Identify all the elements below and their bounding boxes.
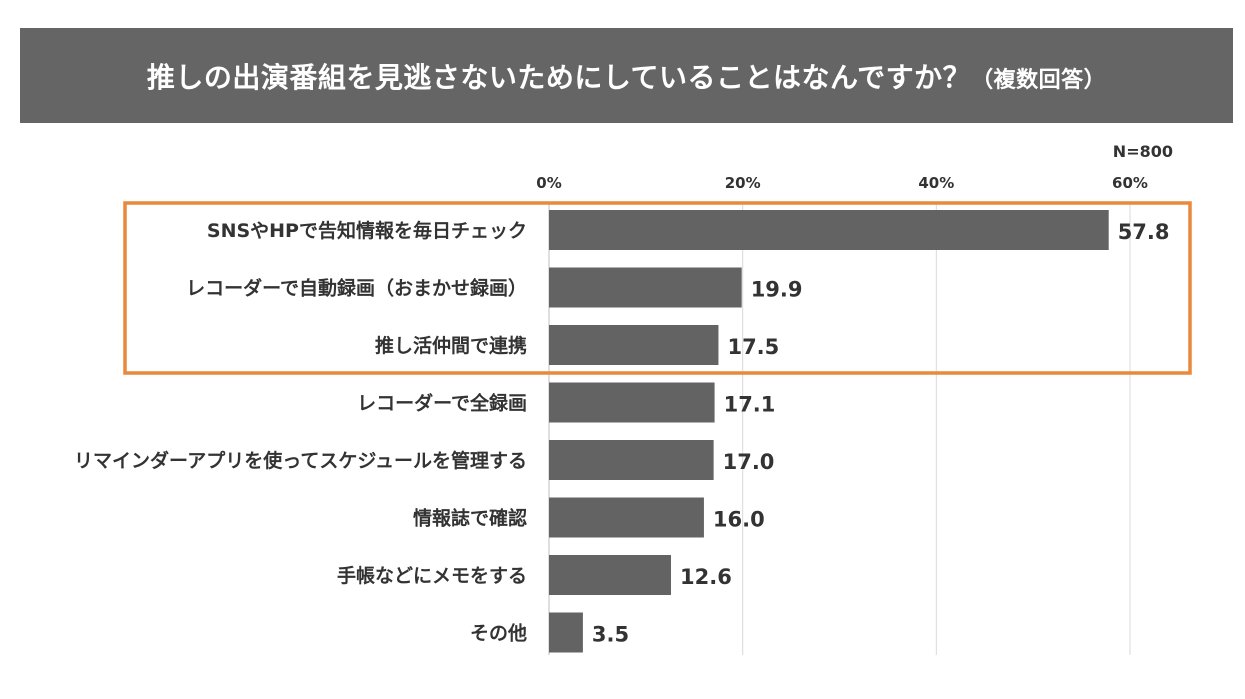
category-label: リマインダーアプリを使ってスケジュールを管理する xyxy=(74,449,527,472)
chart-title-main: 推しの出演番組を見逃さないためにしていることはなんですか？ xyxy=(146,60,972,94)
bar xyxy=(549,382,715,423)
value-label: 17.5 xyxy=(727,335,779,359)
x-axis-ticks: 0% 20% 40% 60% xyxy=(536,174,1148,192)
category-label: 情報誌で確認 xyxy=(413,507,527,530)
highlight-box xyxy=(123,201,1192,375)
value-label: 19.9 xyxy=(751,278,803,302)
value-label: 16.0 xyxy=(713,508,765,532)
title-banner: 推しの出演番組を見逃さないためにしていることはなんですか？（複数回答） xyxy=(20,28,1233,123)
value-label: 17.1 xyxy=(724,393,776,417)
bar xyxy=(549,612,583,653)
sample-size-note: N=800 xyxy=(1113,142,1173,161)
bar xyxy=(549,440,714,480)
category-label: 手帳などにメモをする xyxy=(337,564,527,587)
category-label: レコーダーで全録画 xyxy=(357,392,527,415)
category-label: その他 xyxy=(470,622,527,645)
bar xyxy=(549,497,704,538)
value-labels: 57.8 19.9 17.5 17.1 17.0 16.0 12.6 3.5 xyxy=(592,220,1170,647)
value-label: 12.6 xyxy=(680,565,732,589)
value-label: 3.5 xyxy=(592,623,629,647)
value-label: 17.0 xyxy=(723,450,775,474)
bars xyxy=(549,210,1109,653)
chart-title-sub: （複数回答） xyxy=(971,67,1107,93)
chart-title: 推しの出演番組を見逃さないためにしていることはなんですか？（複数回答） xyxy=(147,56,1106,96)
x-tick-label: 40% xyxy=(918,174,954,192)
bar xyxy=(549,267,742,308)
bar xyxy=(549,325,719,365)
x-tick-label: 20% xyxy=(725,174,761,192)
value-label: 57.8 xyxy=(1118,220,1170,244)
x-tick-label: 60% xyxy=(1112,174,1148,192)
bar xyxy=(549,210,1109,250)
category-label: レコーダーで自動録画（おまかせ録画） xyxy=(186,277,527,300)
category-label: SNSやHPで告知情報を毎日チェック xyxy=(207,219,527,242)
x-tick-label: 0% xyxy=(536,174,561,192)
category-label: 推し活仲間で連携 xyxy=(375,334,527,357)
bar xyxy=(549,555,672,595)
